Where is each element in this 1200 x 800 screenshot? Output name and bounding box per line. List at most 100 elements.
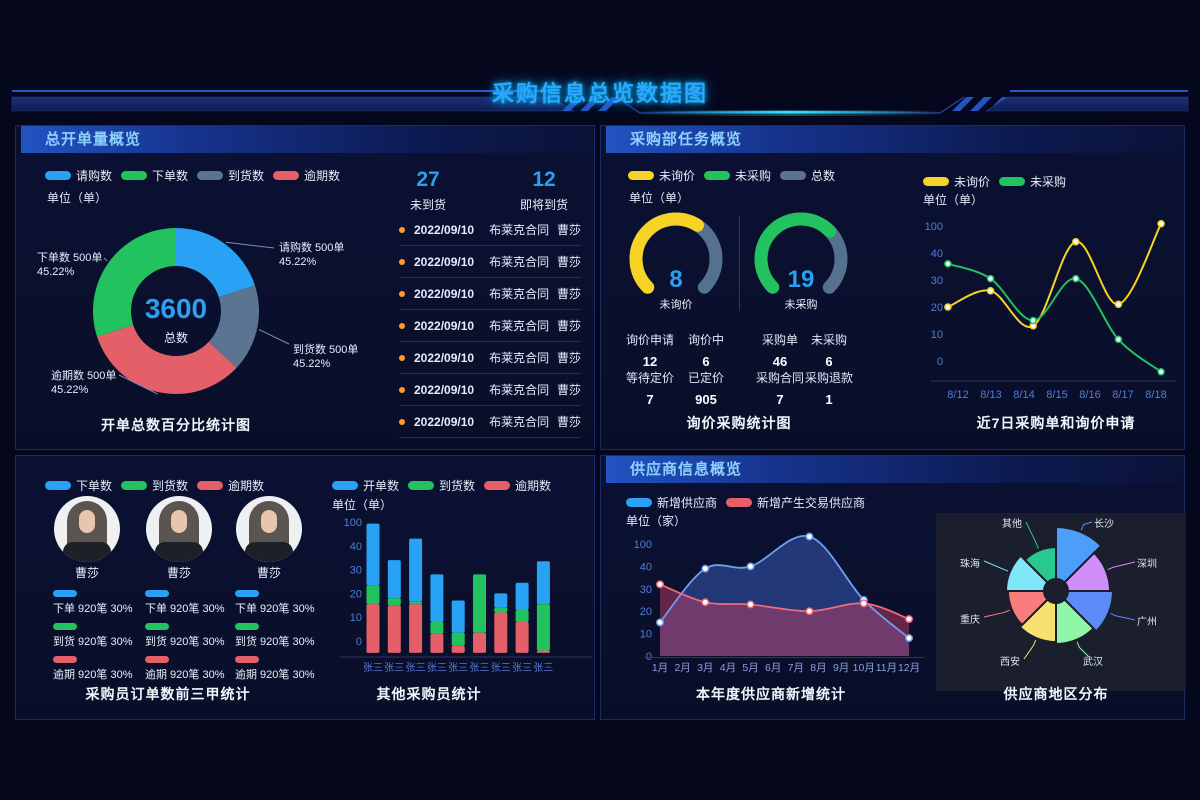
supplier-new-area-chart[interactable]: 0102030401001月2月3月4月5月6月7月8月9月10月11月12月 bbox=[626, 529, 936, 681]
buyer-stat: 逾期 920笔 30% bbox=[145, 656, 225, 682]
data-point-marker[interactable] bbox=[701, 564, 710, 573]
bar-segment[interactable] bbox=[430, 633, 444, 653]
undelivered-value: 27 bbox=[416, 168, 440, 191]
legend-item[interactable]: 到货数 bbox=[197, 167, 264, 184]
data-point-marker[interactable] bbox=[986, 274, 995, 283]
data-point-marker[interactable] bbox=[656, 580, 664, 589]
data-point-marker[interactable] bbox=[656, 618, 664, 627]
order-donut-chart[interactable] bbox=[16, 221, 361, 406]
gauge-arc[interactable] bbox=[629, 212, 704, 294]
legend-item[interactable]: 开单数 bbox=[332, 477, 399, 494]
x-axis-label: 3月 bbox=[697, 662, 713, 674]
bar-segment[interactable] bbox=[430, 574, 444, 622]
pie-sector[interactable] bbox=[1055, 598, 1095, 645]
bar-segment[interactable] bbox=[409, 538, 423, 602]
bar-segment[interactable] bbox=[536, 650, 550, 653]
data-point-marker[interactable] bbox=[944, 260, 952, 268]
legend-item[interactable]: 总数 bbox=[780, 167, 835, 184]
legend-item[interactable]: 到货数 bbox=[121, 477, 188, 494]
legend-item[interactable]: 到货数 bbox=[408, 477, 475, 494]
pie-sector[interactable] bbox=[1005, 554, 1049, 592]
data-point-marker[interactable] bbox=[1114, 335, 1123, 344]
data-point-marker[interactable] bbox=[746, 562, 755, 571]
stat-value: 12 bbox=[642, 354, 658, 369]
arriving-value: 12 bbox=[532, 168, 556, 191]
donut-slice[interactable] bbox=[93, 228, 176, 337]
x-axis-label: 张三 bbox=[384, 662, 404, 674]
order-row: 2022/09/10 布莱克合同 曹莎 bbox=[399, 374, 581, 406]
order-person: 曹莎 bbox=[556, 319, 581, 333]
data-point-marker[interactable] bbox=[1157, 368, 1165, 376]
bar-segment[interactable] bbox=[494, 607, 508, 613]
bar-segment[interactable] bbox=[387, 560, 401, 599]
legend-item[interactable]: 新增供应商 bbox=[626, 494, 717, 511]
data-point-marker[interactable] bbox=[905, 634, 913, 643]
legend-item[interactable]: 逾期数 bbox=[484, 477, 551, 494]
bar-segment[interactable] bbox=[409, 601, 423, 605]
gauge-unpurchased[interactable] bbox=[746, 204, 856, 314]
data-point-marker[interactable] bbox=[701, 598, 710, 607]
bar-segment[interactable] bbox=[451, 632, 465, 646]
legend-item[interactable]: 新增产生交易供应商 bbox=[726, 494, 865, 511]
data-point-marker[interactable] bbox=[805, 532, 814, 541]
bar-segment[interactable] bbox=[366, 585, 380, 605]
trend-line-chart[interactable]: 0 10 20 30 40 100 8/12 8/13 8/14 8/15 8/16 8/17 8/18 bbox=[921, 211, 1183, 411]
data-point-marker[interactable] bbox=[905, 615, 913, 623]
legend-item[interactable]: 未采购 bbox=[999, 173, 1066, 190]
bar-segment[interactable] bbox=[536, 604, 550, 651]
bar-segment[interactable] bbox=[494, 612, 508, 653]
stat-value: 7 bbox=[776, 392, 784, 407]
gauge-unquoted[interactable] bbox=[621, 204, 731, 314]
bar-segment[interactable] bbox=[409, 604, 423, 653]
data-point-marker[interactable] bbox=[1114, 300, 1123, 309]
donut-slice[interactable] bbox=[176, 228, 255, 298]
pie-sector[interactable] bbox=[1023, 546, 1057, 584]
bar-segment[interactable] bbox=[473, 574, 486, 633]
data-point-marker[interactable] bbox=[944, 303, 952, 311]
bar-segment[interactable] bbox=[473, 632, 486, 653]
series-area bbox=[660, 584, 910, 656]
legend-label: 总数 bbox=[811, 169, 836, 183]
data-point-marker[interactable] bbox=[1157, 220, 1165, 228]
legend-item[interactable]: 未询价 bbox=[628, 167, 695, 184]
order-row: 2022/09/10 布莱克合同 曹莎 bbox=[399, 278, 581, 310]
bar-segment[interactable] bbox=[366, 523, 380, 586]
bar-segment[interactable] bbox=[515, 582, 529, 611]
pie-sector[interactable] bbox=[1063, 590, 1114, 633]
donut-slice[interactable] bbox=[97, 324, 237, 394]
bar-segment[interactable] bbox=[451, 600, 465, 633]
gauge-arc[interactable] bbox=[754, 212, 837, 294]
data-point-marker[interactable] bbox=[986, 287, 995, 295]
legend-item[interactable]: 逾期数 bbox=[197, 477, 264, 494]
donut-slice[interactable] bbox=[208, 285, 259, 368]
bar-segment[interactable] bbox=[387, 598, 401, 606]
region-rose-chart[interactable] bbox=[936, 513, 1186, 691]
pie-label: 西安 bbox=[1000, 657, 1020, 668]
bar-segment[interactable] bbox=[430, 621, 444, 634]
data-point-marker[interactable] bbox=[1072, 238, 1080, 246]
data-point-marker[interactable] bbox=[1072, 274, 1080, 283]
bar-segment[interactable] bbox=[494, 593, 508, 608]
bar-segment[interactable] bbox=[366, 604, 380, 653]
pie-sector[interactable] bbox=[1018, 598, 1057, 643]
data-point-marker[interactable] bbox=[1029, 316, 1037, 325]
bar-segment[interactable] bbox=[515, 610, 529, 622]
pie-sector[interactable] bbox=[1055, 526, 1103, 584]
data-point-marker[interactable] bbox=[859, 599, 868, 608]
legend-item[interactable]: 请购数 bbox=[45, 167, 112, 184]
legend-item[interactable]: 下单数 bbox=[45, 477, 112, 494]
bar-segment[interactable] bbox=[536, 561, 550, 605]
bar-segment[interactable] bbox=[387, 605, 401, 653]
legend-item[interactable]: 未询价 bbox=[923, 173, 990, 190]
data-point-marker[interactable] bbox=[805, 607, 814, 616]
y-tick-label: 20 bbox=[640, 606, 652, 618]
legend-item[interactable]: 未采购 bbox=[704, 167, 771, 184]
bar-segment[interactable] bbox=[451, 645, 465, 653]
buyer-card: 曹莎 下单 920笔 30% 到货 920笔 30% 逾期 920笔 30% bbox=[41, 494, 133, 689]
bar-segment[interactable] bbox=[515, 621, 529, 653]
legend-item[interactable]: 逾期数 bbox=[273, 167, 340, 184]
data-point-marker[interactable] bbox=[746, 600, 755, 609]
legend-item[interactable]: 下单数 bbox=[121, 167, 188, 184]
